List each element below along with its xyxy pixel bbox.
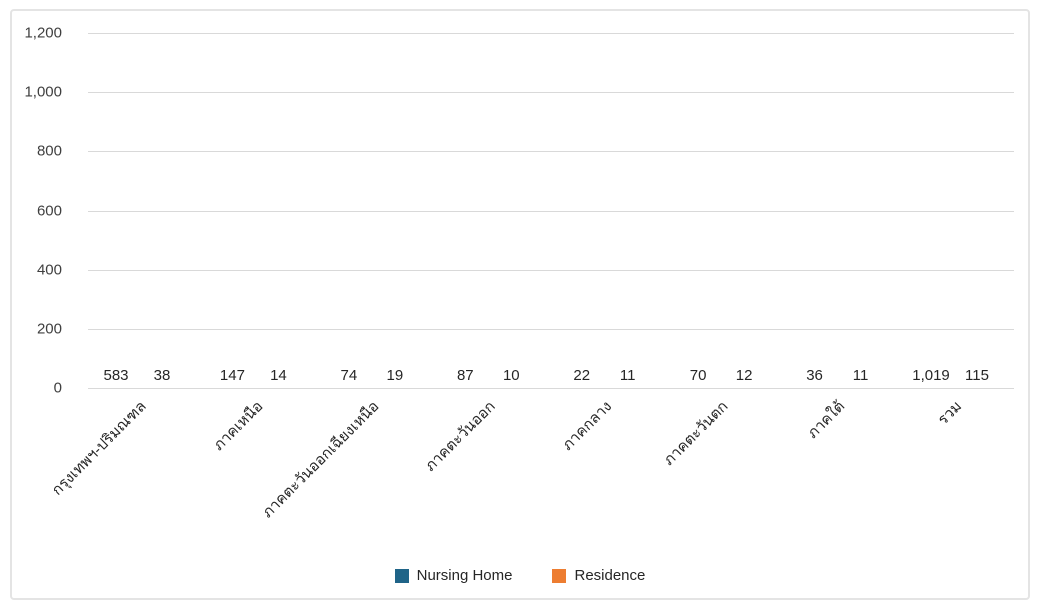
bar-value-label: 87 — [456, 367, 474, 384]
bar-value-label: 1,019 — [912, 367, 950, 384]
legend-label: Residence — [574, 567, 646, 584]
bar-value-label: 38 — [153, 367, 171, 384]
y-tick-label: 800 — [36, 142, 62, 160]
bar-value-label: 19 — [386, 367, 404, 384]
gridlines — [88, 33, 1014, 389]
y-axis: 0 200 400 600 800 1,000 1,200 — [12, 25, 62, 397]
x-tick-label: ภาคกลาง — [559, 397, 616, 454]
gridline — [88, 92, 1014, 94]
y-tick-label: 400 — [36, 261, 62, 279]
legend-swatch — [552, 568, 567, 583]
x-tick-label: กรุงเทพฯ-ปริมณฑล — [48, 397, 150, 499]
bar-value-label: 14 — [270, 367, 287, 384]
bar-groups: 583 38 147 14 74 19 87 10 22 11 70 12 36 11 1,019 115 — [88, 33, 1014, 388]
bar-value-label: 11 — [619, 367, 636, 384]
gridline — [88, 151, 1014, 153]
x-tick-label: ภาคใต้ — [804, 397, 849, 442]
gridline — [88, 269, 1014, 271]
legend: Nursing Home Residence — [12, 567, 1028, 584]
x-axis: กรุงเทพฯ-ปริมณฑล ภาคเหนือ ภาคตะวันออกเฉียง… — [49, 395, 1014, 555]
bar-value-label: 36 — [806, 367, 823, 384]
legend-swatch — [394, 568, 409, 583]
gridline — [88, 328, 1014, 330]
plot-area: 583 38 147 14 74 19 87 10 22 11 70 12 36 11 1,019 115 — [88, 33, 1014, 389]
y-tick-label: 200 — [36, 320, 62, 338]
x-tick-label: ภาคตะวันตก — [660, 397, 732, 470]
gridline — [88, 210, 1014, 212]
chart-frame: 583 38 147 14 74 19 87 10 22 11 70 12 36 11 1,019 115 0… — [10, 9, 1030, 600]
legend-item: Residence — [552, 567, 645, 584]
gridline — [88, 388, 1014, 389]
y-tick-label: 1,200 — [24, 24, 62, 42]
bar-value-label: 70 — [689, 367, 707, 384]
legend-item: Nursing Home — [394, 567, 513, 584]
bar-value-label: 583 — [103, 367, 129, 384]
bar-value-label: 147 — [219, 367, 245, 384]
gridline — [88, 33, 1014, 34]
y-tick-label: 0 — [53, 379, 62, 397]
x-tick-label: ภาคเหนือ — [209, 397, 267, 455]
x-tick-label: รวม — [934, 397, 965, 429]
bar-value-label: 22 — [573, 367, 591, 384]
bar-value-label: 10 — [502, 367, 520, 384]
legend-label: Nursing Home — [416, 567, 513, 584]
bar-value-label: 12 — [735, 367, 753, 384]
bar-value-label: 115 — [965, 367, 989, 384]
y-tick-label: 600 — [36, 202, 62, 219]
bar-value-label: 74 — [340, 367, 358, 384]
x-tick-label: ภาคตะวันออก — [422, 397, 500, 475]
x-tick-label: ภาคตะวันออกเฉียงเหนือ — [259, 397, 383, 522]
y-tick-label: 1,000 — [24, 83, 62, 101]
bar-value-label: 11 — [852, 367, 869, 384]
